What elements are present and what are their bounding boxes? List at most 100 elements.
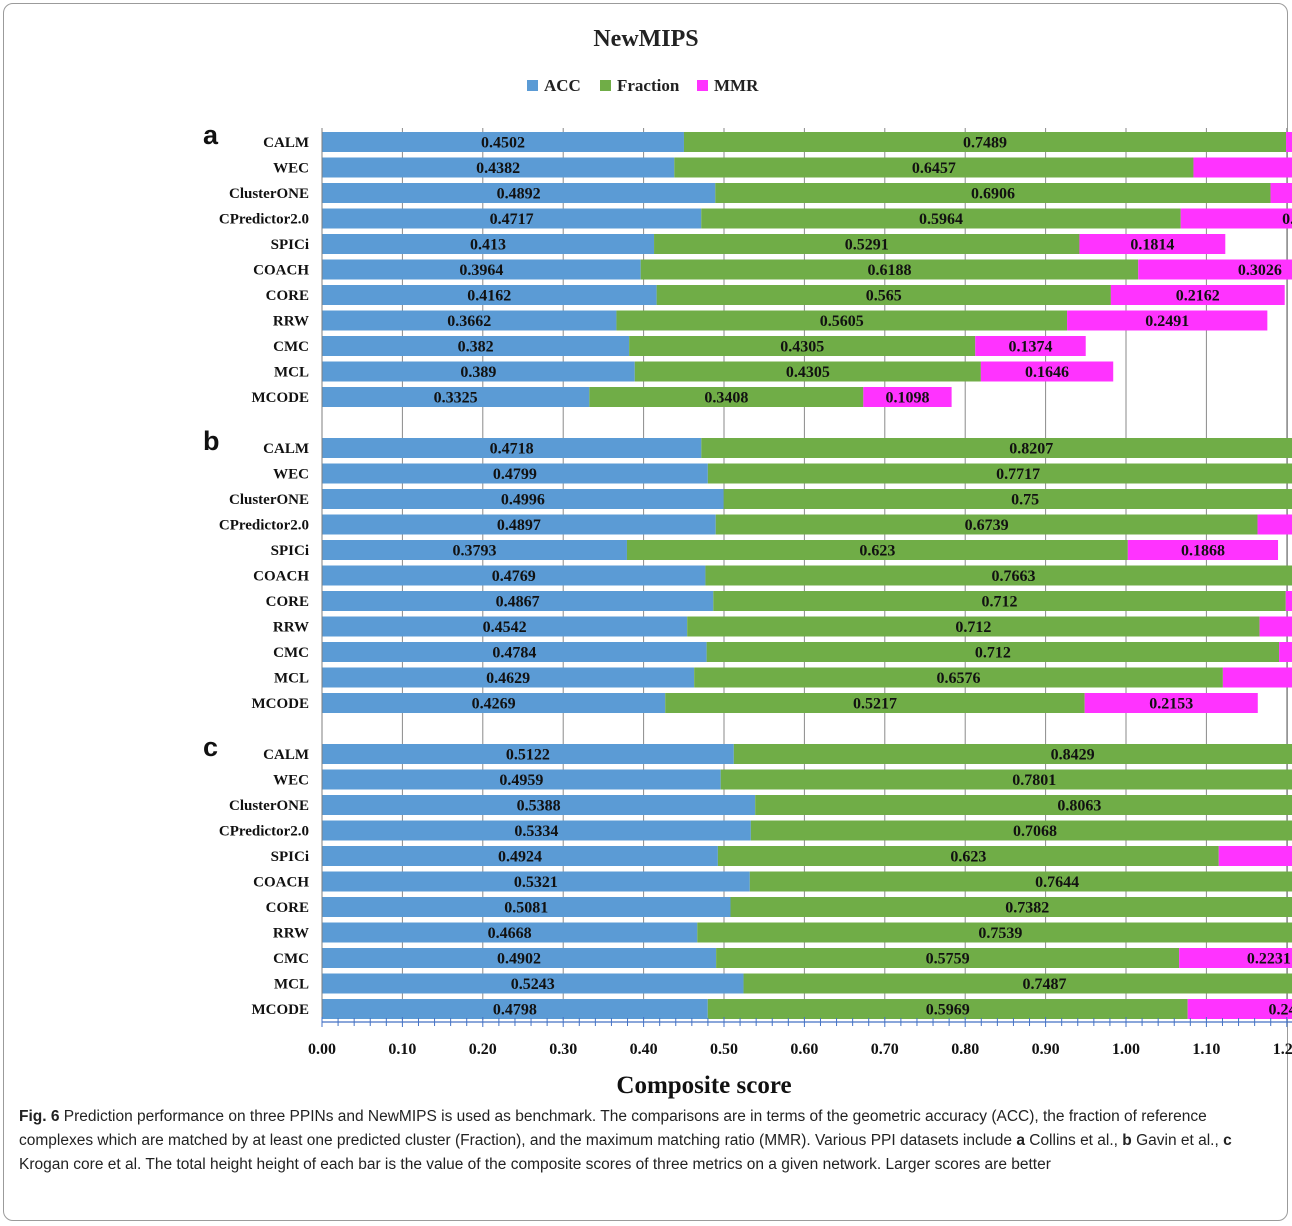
category-label-c-mcl: MCL: [274, 977, 309, 993]
data-label-b-wec-acc: 0.4799: [493, 466, 537, 483]
data-label-a-core-mmr: 0.2162: [1176, 288, 1220, 305]
bar-a-cmc-fraction: [629, 336, 976, 356]
data-label-a-mcode-fraction: 0.3408: [704, 390, 748, 407]
caption-text-3: Gavin et al.,: [1131, 1132, 1224, 1149]
data-label-b-calm-acc: 0.4718: [490, 441, 534, 458]
x-tick-label-1-20: 1.20: [1273, 1041, 1292, 1058]
x-tick-label-0-30: 0.30: [549, 1041, 577, 1058]
bar-b-mcl-acc: [322, 667, 695, 688]
bar-a-spici-fraction: [654, 234, 1080, 254]
bar-c-mcl-acc: [322, 973, 744, 994]
data-label-b-mcode-acc: 0.4269: [472, 696, 516, 713]
bar-a-mcode-acc: [322, 387, 590, 407]
bar-b-core-fraction: [713, 591, 1286, 611]
bar-a-calm-mmr: [1286, 132, 1292, 152]
x-tick-label-0-70: 0.70: [871, 1041, 899, 1058]
category-label-a-clusterone: ClusterONE: [229, 186, 309, 202]
bar-c-calm-fraction: [733, 744, 1292, 764]
data-label-a-wec-acc: 0.4382: [476, 160, 520, 177]
bar-c-cpredictor2-0-acc: [322, 820, 751, 841]
bar-b-cmc-acc: [322, 642, 707, 662]
data-label-b-spici-mmr: 0.1868: [1181, 543, 1225, 560]
data-label-c-mcode-fraction: 0.5969: [926, 1002, 970, 1019]
category-label-c-calm: CALM: [263, 747, 309, 763]
x-tick-label-0-90: 0.90: [1032, 1041, 1060, 1058]
category-label-a-coach: COACH: [253, 263, 309, 279]
data-label-a-cpredictor2-0-fraction: 0.5964: [919, 211, 963, 228]
caption-label-b: b: [1122, 1132, 1132, 1149]
data-label-c-core-fraction: 0.7382: [1005, 900, 1049, 917]
x-axis-title: Composite score: [616, 1072, 791, 1099]
bar-c-calm-acc: [322, 744, 734, 764]
category-label-b-cpredictor2-0: CPredictor2.0: [219, 518, 309, 534]
bar-a-core-mmr: [1110, 285, 1285, 305]
data-label-a-rrw-mmr: 0.2491: [1145, 313, 1189, 330]
bar-b-spici-acc: [322, 540, 627, 560]
data-label-c-rrw-fraction: 0.7539: [978, 925, 1022, 942]
category-label-c-cmc: CMC: [273, 951, 309, 967]
data-label-b-coach-acc: 0.4769: [492, 568, 536, 585]
data-label-a-coach-mmr: 0.3026: [1238, 262, 1282, 279]
bar-b-rrw-fraction: [687, 616, 1260, 637]
x-tick-label-0-10: 0.10: [388, 1041, 416, 1058]
bar-a-mcl-fraction: [634, 361, 981, 382]
bar-a-mcl-mmr: [980, 361, 1114, 382]
category-label-a-spici: SPICi: [271, 237, 309, 253]
bar-b-mcode-fraction: [665, 693, 1085, 713]
data-label-c-calm-acc: 0.5122: [506, 747, 550, 764]
bar-b-mcode-acc: [322, 693, 666, 713]
category-label-b-calm: CALM: [263, 441, 309, 457]
bar-a-cmc-mmr: [975, 336, 1086, 356]
x-tick-label-0-80: 0.80: [951, 1041, 979, 1058]
data-label-b-cmc-acc: 0.4784: [492, 645, 536, 662]
bar-a-clusterone-acc: [322, 183, 716, 203]
data-label-b-cpredictor2-0-acc: 0.4897: [497, 517, 541, 534]
panel-label-b: b: [203, 426, 220, 456]
bar-b-mcl-mmr: [1222, 667, 1292, 688]
panel-label-c: c: [203, 732, 218, 762]
data-label-b-clusterone-acc: 0.4996: [501, 492, 545, 509]
category-label-b-clusterone: ClusterONE: [229, 492, 309, 508]
bar-b-clusterone-acc: [322, 489, 724, 509]
data-label-b-spici-fraction: 0.623: [859, 543, 895, 560]
data-label-b-mcode-fraction: 0.5217: [853, 696, 897, 713]
bar-c-mcode-fraction: [707, 999, 1188, 1019]
bar-c-clusterone-fraction: [755, 795, 1292, 815]
bar-a-rrw-fraction: [616, 310, 1068, 331]
data-label-a-clusterone-fraction: 0.6906: [971, 186, 1015, 203]
data-label-a-cmc-acc: 0.382: [458, 339, 494, 356]
data-label-a-mcl-acc: 0.389: [460, 364, 496, 381]
bar-a-rrw-acc: [322, 310, 617, 331]
data-label-b-cpredictor2-0-fraction: 0.6739: [965, 517, 1009, 534]
bar-b-coach-acc: [322, 565, 706, 586]
bar-c-rrw-fraction: [697, 922, 1292, 943]
chart-title: NewMIPS: [593, 26, 698, 52]
category-label-a-calm: CALM: [263, 135, 309, 151]
bar-b-spici-fraction: [626, 540, 1128, 560]
data-label-c-wec-fraction: 0.7801: [1012, 772, 1056, 789]
bar-c-clusterone-acc: [322, 795, 756, 815]
category-label-b-core: CORE: [266, 594, 309, 610]
bar-a-spici-mmr: [1079, 234, 1226, 254]
legend-label-mmr: MMR: [714, 76, 759, 95]
x-tick-label-0-40: 0.40: [630, 1041, 658, 1058]
bar-b-coach-fraction: [705, 565, 1292, 586]
data-label-a-cmc-mmr: 0.1374: [1008, 339, 1052, 356]
data-label-c-mcl-fraction: 0.7487: [1023, 976, 1067, 993]
category-label-a-mcode: MCODE: [252, 390, 310, 406]
category-label-b-cmc: CMC: [273, 645, 309, 661]
bar-a-mcl-acc: [322, 361, 635, 382]
data-label-a-spici-fraction: 0.5291: [845, 237, 889, 254]
bar-c-spici-fraction: [717, 846, 1219, 866]
data-label-c-cpredictor2-0-fraction: 0.7068: [1013, 823, 1057, 840]
bar-a-core-fraction: [656, 285, 1111, 305]
data-label-b-mcode-mmr: 0.2153: [1149, 696, 1193, 713]
legend-swatch-acc: [527, 80, 538, 91]
data-label-a-mcl-mmr: 0.1646: [1025, 364, 1069, 381]
legend-swatch-fraction: [600, 80, 611, 91]
category-label-b-mcl: MCL: [274, 671, 309, 687]
data-label-b-core-acc: 0.4867: [496, 594, 540, 611]
bar-b-core-mmr: [1285, 591, 1292, 611]
category-label-c-spici: SPICi: [271, 849, 309, 865]
data-label-a-core-acc: 0.4162: [467, 288, 511, 305]
